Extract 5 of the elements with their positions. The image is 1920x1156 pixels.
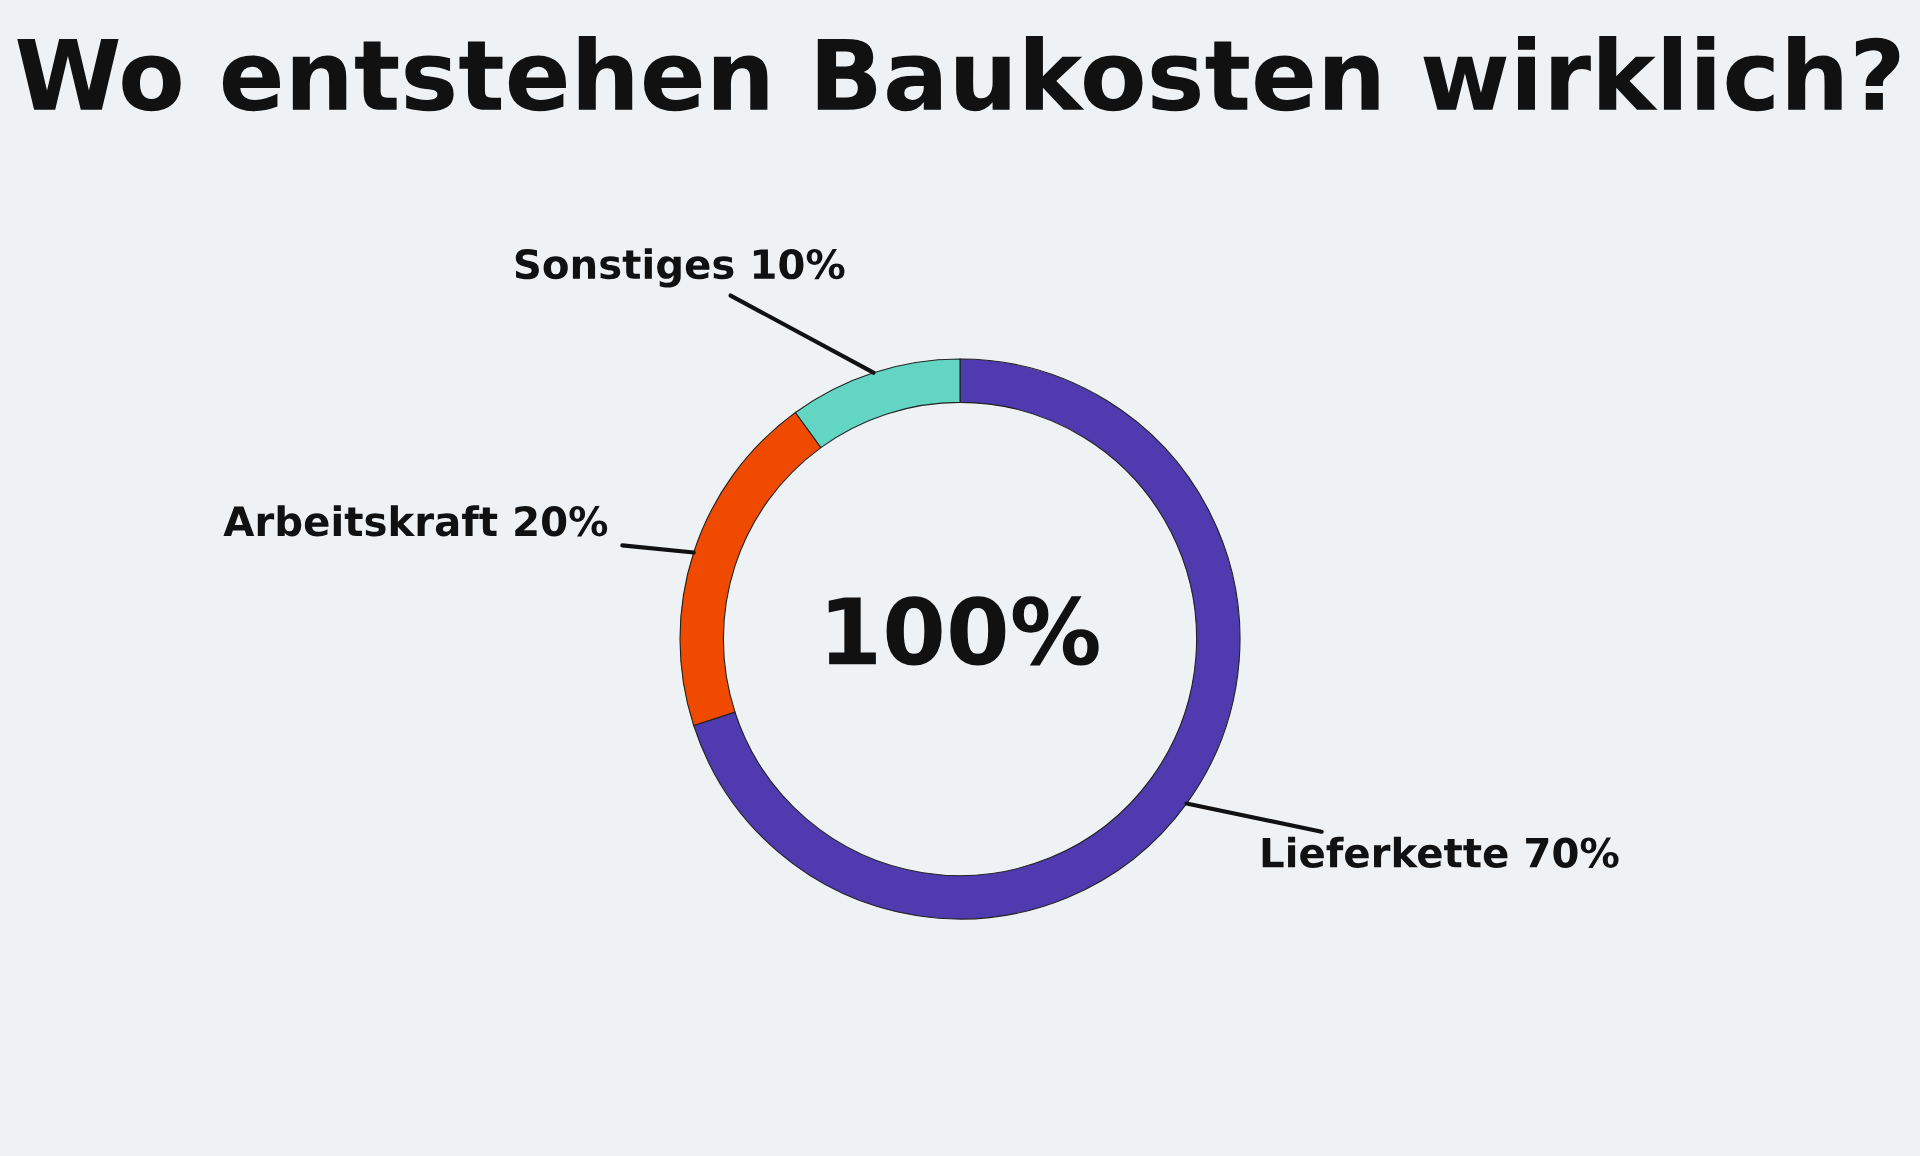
slice-label: Lieferkette 70%	[1262, 836, 1619, 868]
slice-label: Sonstiges 10%	[515, 248, 845, 288]
text: 100%	[828, 596, 1099, 666]
slice-label: Arbeitskraft 20%	[223, 505, 608, 537]
chart-title: Wo entstehen Baukosten wirklich?	[17, 35, 1900, 112]
